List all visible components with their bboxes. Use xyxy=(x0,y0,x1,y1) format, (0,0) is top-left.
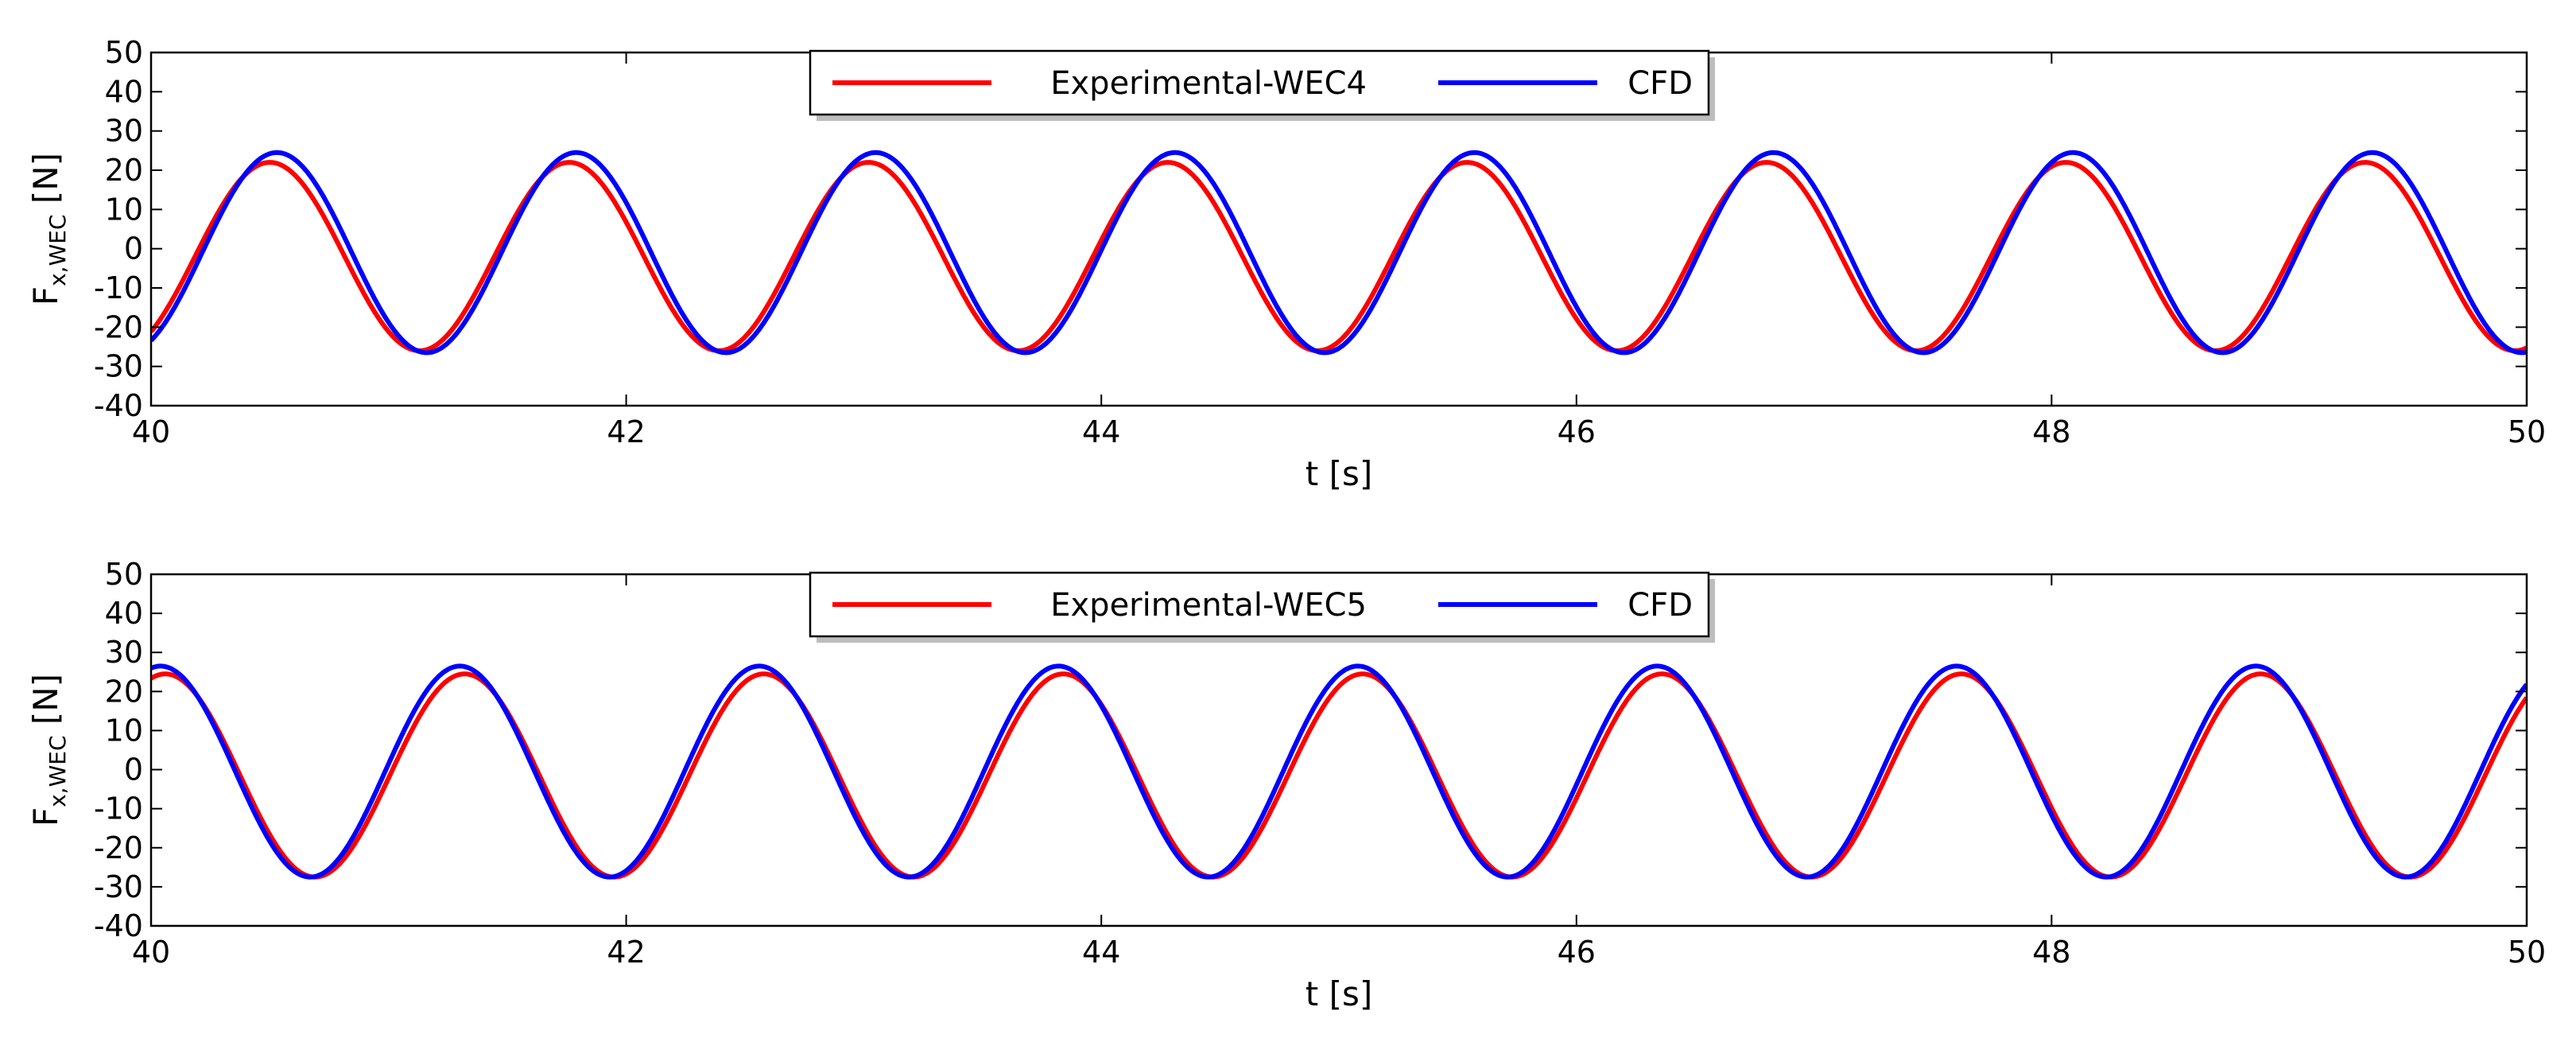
y-axis-label-subscript: x,WEC xyxy=(45,214,71,286)
y-tick-label: 20 xyxy=(105,674,143,709)
chart-panel-2: 40 42 44 46 48 50 -40 -30 -20 -10 0 10 20 30 40 50 t [s]… xyxy=(26,557,2546,1013)
y-tick-label: -20 xyxy=(94,830,143,865)
y-axis-label: Fx,WEC [N] xyxy=(26,153,71,305)
y-tick-label: -30 xyxy=(94,869,143,904)
x-tick-label: 48 xyxy=(2032,935,2070,970)
y-tick-label: 50 xyxy=(105,557,143,592)
legend-label-experimental: Experimental-WEC5 xyxy=(1050,587,1367,624)
y-tick-label: 50 xyxy=(105,35,143,70)
y-tick-label: -10 xyxy=(94,791,143,826)
y-tick-label: -20 xyxy=(94,309,143,344)
y-axis-label-main: F xyxy=(26,807,65,826)
chart-panel-1: 40 42 44 46 48 50 -40 -30 -20 -10 0 10 20 30 40 50 t [s]… xyxy=(26,35,2546,493)
y-axis-label-main: F xyxy=(26,286,65,305)
y-tick-label: 40 xyxy=(105,74,143,109)
y-tick-label: -40 xyxy=(94,908,143,943)
legend: Experimental-WEC4 CFD xyxy=(809,49,1715,121)
x-tick-label: 40 xyxy=(132,414,170,449)
legend-label-cfd: CFD xyxy=(1627,587,1693,624)
y-tick-label: 20 xyxy=(105,153,143,188)
legend-label-experimental: Experimental-WEC4 xyxy=(1050,65,1367,102)
x-tick-label: 40 xyxy=(132,935,170,970)
series-line-experimental xyxy=(151,160,2527,353)
y-tick-label: 30 xyxy=(105,114,143,149)
x-tick-label: 42 xyxy=(607,414,645,449)
y-tick-label: 10 xyxy=(105,713,143,748)
x-axis-label: t [s] xyxy=(1305,454,1372,493)
x-tick-label: 48 xyxy=(2032,414,2070,449)
series-line-experimental xyxy=(151,671,2527,880)
y-tick-label: 40 xyxy=(105,596,143,631)
y-axis-label: Fx,WEC [N] xyxy=(26,674,71,826)
x-tick-label: 46 xyxy=(1558,935,1596,970)
y-tick-label: 0 xyxy=(124,752,143,787)
y-axis-label-unit: [N] xyxy=(26,674,65,736)
series-line-cfd xyxy=(151,663,2527,880)
y-tick-label: -40 xyxy=(94,388,143,423)
y-axis-label-unit: [N] xyxy=(26,153,65,215)
legend: Experimental-WEC5 CFD xyxy=(809,571,1715,643)
legend-label-cfd: CFD xyxy=(1627,65,1693,102)
x-tick-label: 46 xyxy=(1558,414,1596,449)
x-tick-label: 44 xyxy=(1082,935,1120,970)
x-tick-label: 42 xyxy=(607,935,645,970)
y-tick-label: 30 xyxy=(105,635,143,670)
x-tick-label: 44 xyxy=(1082,414,1120,449)
x-axis-label: t [s] xyxy=(1305,974,1372,1013)
y-tick-label: -10 xyxy=(94,270,143,305)
y-axis-label-subscript: x,WEC xyxy=(45,735,71,807)
y-tick-label: 0 xyxy=(124,231,143,266)
series-line-cfd xyxy=(151,150,2527,356)
y-tick-label: -30 xyxy=(94,349,143,384)
y-tick-label: 10 xyxy=(105,192,143,227)
x-tick-label: 50 xyxy=(2508,414,2546,449)
x-tick-label: 50 xyxy=(2508,935,2546,970)
